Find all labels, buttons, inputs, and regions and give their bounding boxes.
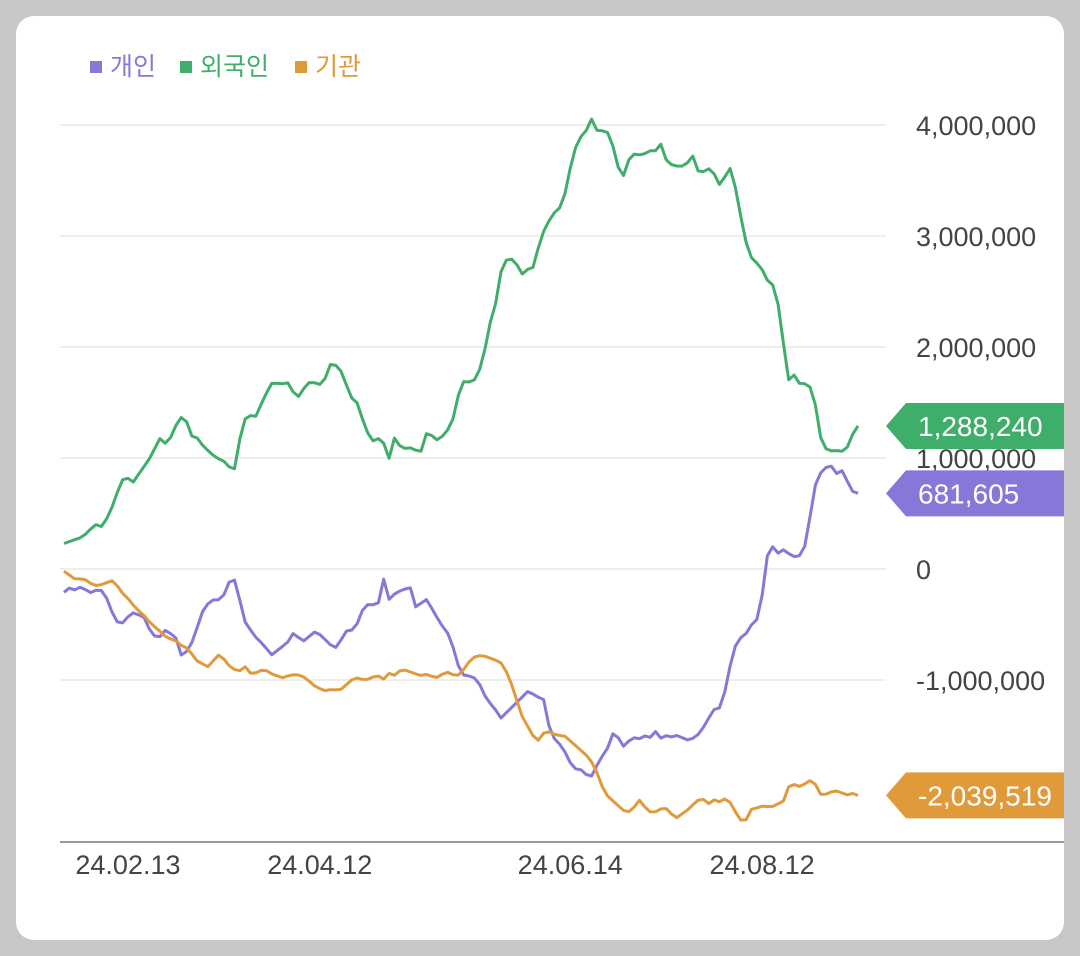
series-line-외국인 [63,117,860,545]
gridlines [60,124,886,681]
legend-swatch-외국인 [180,61,192,73]
last-value-badges: 681,605 1,288,240 -2,039,519 [886,403,1064,819]
x-tick-label: 24.02.13 [75,850,180,880]
series-line-개인 [63,464,859,778]
series-lines [63,117,860,822]
x-tick-label: 24.08.12 [710,850,815,880]
y-tick-label: 0 [916,555,931,585]
y-tick-label: 4,000,000 [916,111,1036,141]
legend-label-외국인: 외국인 [200,52,269,81]
badge-외국인 [886,403,1064,450]
legend-label-개인: 개인 [110,52,156,81]
badge-개인 [886,470,1064,517]
y-tick-label: 2,000,000 [916,333,1036,363]
chart-card: 4,000,000 3,000,000 2,000,000 1,000,000 0 -1,… [16,16,1064,940]
x-axis-ticks: 24.02.13 24.04.12 24.06.14 24.08.12 [75,850,814,880]
legend-swatch-개인 [90,61,102,73]
y-tick-label: -1,000,000 [916,666,1045,696]
x-tick-label: 24.04.12 [267,850,372,880]
badge-value-기관: -2,039,519 [918,780,1052,811]
badge-value-외국인: 1,288,240 [918,411,1043,442]
y-axis-ticks: 4,000,0003,000,0002,000,0001,000,0000-1,… [916,111,1045,696]
line-chart: 4,000,0003,000,0002,000,0001,000,0000-1,… [60,52,1064,880]
y-tick-label: 3,000,000 [916,222,1036,252]
legend-label-기관: 기관 [315,52,361,81]
badge-value-개인: 681,605 [918,478,1019,509]
legend-swatch-기관 [295,61,307,73]
legend: 개인 외국인 기관 [90,52,361,81]
series-line-기관 [63,569,859,822]
x-tick-label: 24.06.14 [518,850,623,880]
badge-기관 [886,772,1064,819]
